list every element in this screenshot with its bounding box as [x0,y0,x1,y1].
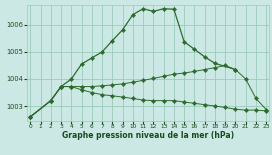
X-axis label: Graphe pression niveau de la mer (hPa): Graphe pression niveau de la mer (hPa) [62,131,234,140]
